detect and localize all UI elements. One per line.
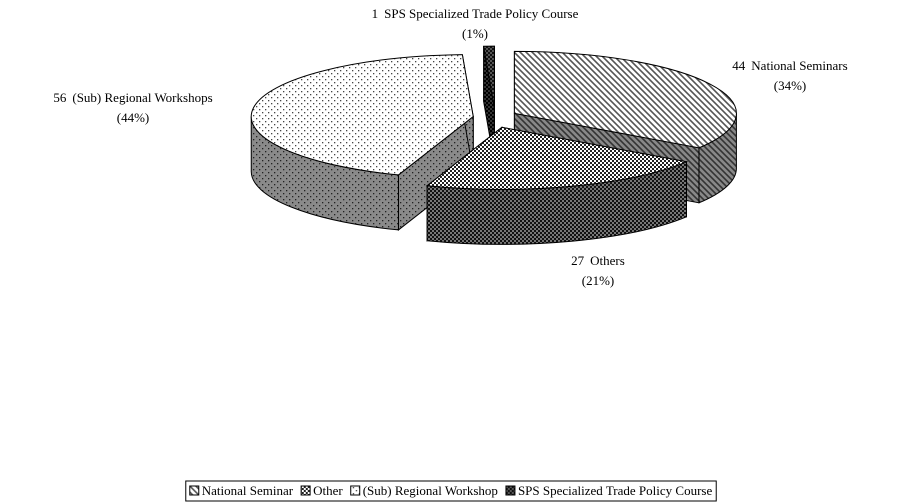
slice — [482, 45, 495, 109]
data-label-percent: (34%) — [774, 78, 807, 93]
data-label-value: 1 — [372, 6, 379, 21]
data-label-value: 44 — [732, 58, 746, 73]
data-label-name: Others — [590, 253, 625, 268]
data-label: 1 SPS Specialized Trade Policy Course — [372, 6, 579, 21]
data-label-percent: (21%) — [582, 273, 615, 288]
data-label: 27 Others — [571, 253, 625, 268]
slice — [250, 54, 474, 176]
data-label: 56 (Sub) Regional Workshops — [53, 90, 212, 105]
legend-box — [185, 480, 717, 502]
slice — [425, 126, 689, 190]
legend-swatch — [350, 485, 361, 496]
legend-swatch — [300, 485, 311, 496]
data-label-value: 27 — [571, 253, 585, 268]
legend-label: SPS Specialized Trade Policy Course — [518, 483, 713, 498]
legend-label: Other — [313, 483, 343, 498]
data-label-name: National Seminars — [751, 58, 847, 73]
legend-swatch — [189, 485, 200, 496]
slice — [513, 50, 737, 149]
data-label-percent: (44%) — [117, 110, 150, 125]
data-label-percent: (1%) — [462, 26, 488, 41]
data-label: 44 National Seminars — [732, 58, 847, 73]
data-labels: 44 National Seminars (34%) 27 Others (21%) 56 (… — [53, 6, 847, 288]
legend-label: National Seminar — [202, 483, 294, 498]
legend-swatch — [505, 485, 516, 496]
legend-label: (Sub) Regional Workshop — [363, 483, 498, 498]
pie — [250, 45, 737, 245]
data-label-value: 56 — [53, 90, 67, 105]
data-label-name: (Sub) Regional Workshops — [72, 90, 212, 105]
data-label-name: SPS Specialized Trade Policy Course — [384, 6, 579, 21]
legend: National Seminar Other (Sub) Regional Work… — [185, 480, 717, 502]
